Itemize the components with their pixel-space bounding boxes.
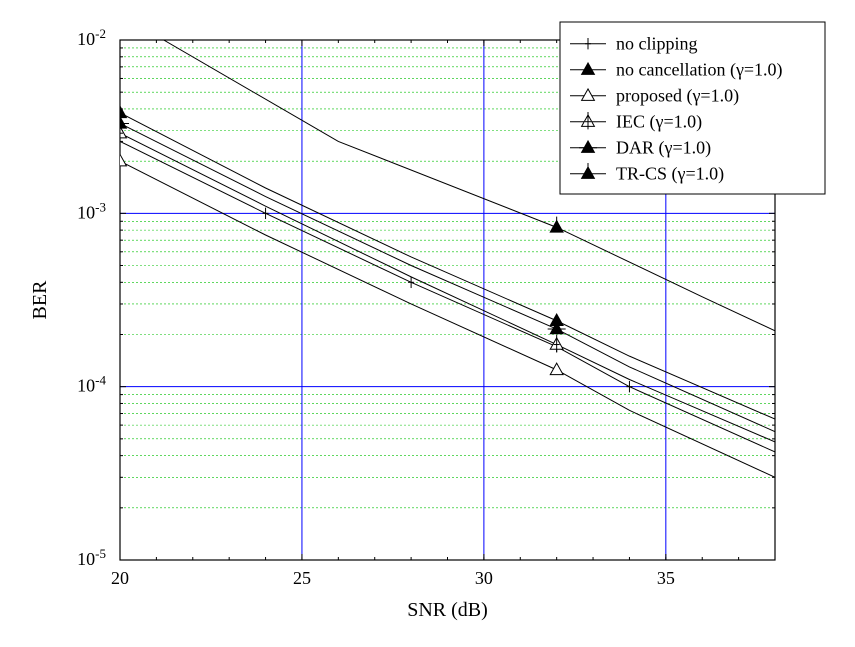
x-tick-label: 30 <box>475 568 493 588</box>
ber-vs-snr-chart: 2025303510-510-410-310-2SNR (dB)BERno cl… <box>0 0 855 647</box>
legend: no clipping no cancellation (γ=1.0) propos… <box>560 22 825 194</box>
x-tick-label: 20 <box>111 568 129 588</box>
chart-svg: 2025303510-510-410-310-2SNR (dB)BERno cl… <box>0 0 855 647</box>
x-tick-label: 35 <box>657 568 675 588</box>
legend-label-no-clipping: no clipping <box>616 34 698 54</box>
x-tick-label: 25 <box>293 568 311 588</box>
legend-label-no-cancellation: no cancellation (γ=1.0) <box>616 60 783 81</box>
legend-label-iec: IEC (γ=1.0) <box>616 112 702 133</box>
x-axis-label: SNR (dB) <box>407 599 488 621</box>
legend-label-tr-cs: TR-CS (γ=1.0) <box>616 164 724 185</box>
legend-label-dar: DAR (γ=1.0) <box>616 138 711 159</box>
y-axis-label: BER <box>29 280 51 320</box>
legend-label-proposed: proposed (γ=1.0) <box>616 86 739 107</box>
